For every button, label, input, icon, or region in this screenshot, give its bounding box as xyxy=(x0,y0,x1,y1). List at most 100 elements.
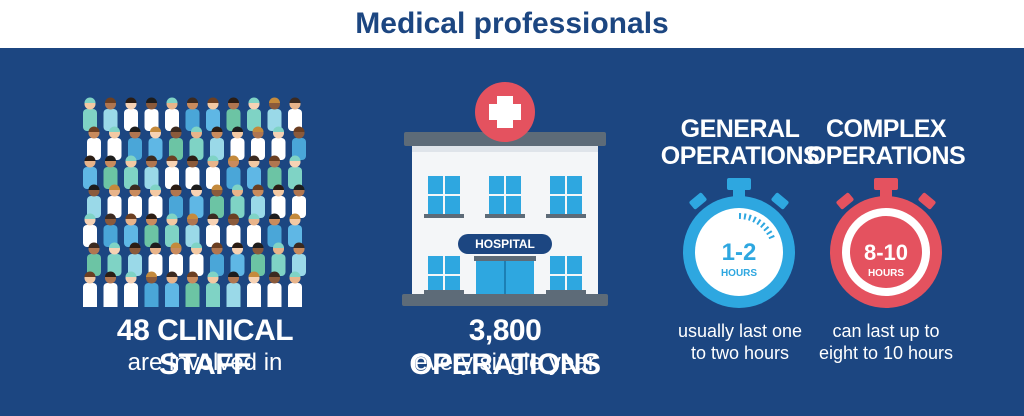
general-desc-line2: to two hours xyxy=(690,343,790,363)
staff-member-figure xyxy=(103,271,118,307)
staff-member-figure xyxy=(288,213,302,247)
window xyxy=(485,176,525,218)
staff-member-figure xyxy=(124,213,138,247)
general-title-line1: GENERAL xyxy=(680,115,800,143)
staff-member-figure xyxy=(206,155,220,189)
staff-member-figure xyxy=(206,271,220,307)
staff-member-figure xyxy=(185,271,200,307)
staff-member-figure xyxy=(210,242,224,276)
staff-member-figure xyxy=(226,155,241,189)
staff-member-figure xyxy=(128,184,142,218)
staff-member-figure xyxy=(103,213,118,247)
staff-member-figure xyxy=(169,184,183,218)
complex-timer-value: 8-10 xyxy=(864,240,908,265)
general-desc-line1: usually last one xyxy=(677,321,803,341)
operations-headline: 3,800 OPERATIONS xyxy=(409,314,601,381)
staff-member-figure xyxy=(292,126,306,160)
staff-member-figure xyxy=(144,97,159,131)
staff-member-figure xyxy=(288,97,302,131)
staff-member-figure xyxy=(165,97,179,131)
general-timer-unit: HOURS xyxy=(721,268,757,279)
hospital-sign xyxy=(458,234,552,254)
complex-desc-line1: can last up to xyxy=(832,321,940,341)
hospital-building-icon: HOSPITAL xyxy=(402,82,608,306)
staff-member-figure xyxy=(83,155,97,189)
staff-member-figure xyxy=(210,126,224,160)
staff-member-figure xyxy=(230,184,245,218)
page-title: Medical professionals xyxy=(355,7,669,40)
window xyxy=(424,256,464,294)
staff-member-figure xyxy=(144,271,159,307)
window xyxy=(424,176,464,218)
staff-member-figure xyxy=(271,126,286,160)
staff-member-figure xyxy=(124,155,138,189)
complex-title-line2: OPERATIONS xyxy=(806,142,966,170)
staff-member-figure xyxy=(185,213,200,247)
staff-member-figure xyxy=(189,184,204,218)
staff-member-figure xyxy=(83,97,97,131)
complex-timer-unit: HOURS xyxy=(868,268,904,279)
staff-member-figure xyxy=(247,97,261,131)
staff-member-figure xyxy=(148,242,163,276)
staff-member-figure xyxy=(185,155,200,189)
header-bar: Medical professionals xyxy=(0,0,1024,48)
staff-member-figure xyxy=(148,184,163,218)
staff-member-figure xyxy=(83,213,97,247)
complex-stopwatch-icon: 8-10 HOURS xyxy=(830,178,942,308)
operations-subline: every single year xyxy=(414,349,596,376)
staff-member-figure xyxy=(271,242,286,276)
staff-member-figure xyxy=(165,155,179,189)
staff-member-figure xyxy=(165,213,179,247)
staff-member-figure xyxy=(251,184,265,218)
window xyxy=(546,256,586,294)
staff-member-figure xyxy=(292,242,306,276)
general-stopwatch-icon: 1-2 HOURS xyxy=(683,178,795,308)
window xyxy=(546,176,586,218)
staff-member-figure xyxy=(169,126,183,160)
staff-member-figure xyxy=(267,97,282,131)
staff-member-figure xyxy=(189,126,204,160)
staff-member-figure xyxy=(226,271,241,307)
complex-title-line1: COMPLEX xyxy=(825,115,947,143)
general-timer-value: 1-2 xyxy=(722,239,757,266)
staff-member-figure xyxy=(267,155,282,189)
staff-member-figure xyxy=(124,97,138,131)
staff-member-figure xyxy=(247,213,261,247)
staff-member-figure xyxy=(144,155,159,189)
staff-member-figure xyxy=(87,184,101,218)
staff-member-figure xyxy=(128,242,142,276)
staff-member-figure xyxy=(247,155,261,189)
staff-member-figure xyxy=(107,242,122,276)
staff-member-figure xyxy=(267,213,282,247)
general-description: usually last one to two hours xyxy=(650,320,830,364)
complex-description: can last up to eight to 10 hours xyxy=(796,320,976,364)
staff-member-figure xyxy=(87,242,101,276)
hospital-sign-text: HOSPITAL xyxy=(475,237,535,251)
staff-member-figure xyxy=(292,184,306,218)
general-operations-title: GENERAL OPERATIONS xyxy=(660,116,820,170)
complex-operations-title: COMPLEX OPERATIONS xyxy=(806,116,966,170)
crowd-of-medical-staff-icon xyxy=(83,97,306,307)
staff-member-figure xyxy=(83,271,97,307)
staff-member-figure xyxy=(144,213,159,247)
staff-member-figure xyxy=(206,213,220,247)
staff-member-figure xyxy=(107,184,122,218)
staff-member-figure xyxy=(103,155,118,189)
staff-member-figure xyxy=(271,184,286,218)
staff-member-figure xyxy=(128,126,142,160)
staff-member-figure xyxy=(165,271,179,307)
staff-member-figure xyxy=(230,126,245,160)
infographic-body: 48 CLINICAL STAFF are involved in xyxy=(0,48,1024,416)
staff-member-figure xyxy=(124,271,138,307)
general-title-line2: OPERATIONS xyxy=(660,142,820,170)
staff-member-figure xyxy=(288,155,302,189)
staff-member-figure xyxy=(247,271,261,307)
staff-member-figure xyxy=(103,97,118,131)
staff-member-figure xyxy=(288,271,302,307)
staff-member-figure xyxy=(169,242,183,276)
staff-member-figure xyxy=(148,126,163,160)
staff-member-figure xyxy=(226,97,241,131)
staff-headline: 48 CLINICAL STAFF xyxy=(116,314,294,381)
staff-member-figure xyxy=(206,97,220,131)
complex-desc-line2: eight to 10 hours xyxy=(818,343,954,363)
